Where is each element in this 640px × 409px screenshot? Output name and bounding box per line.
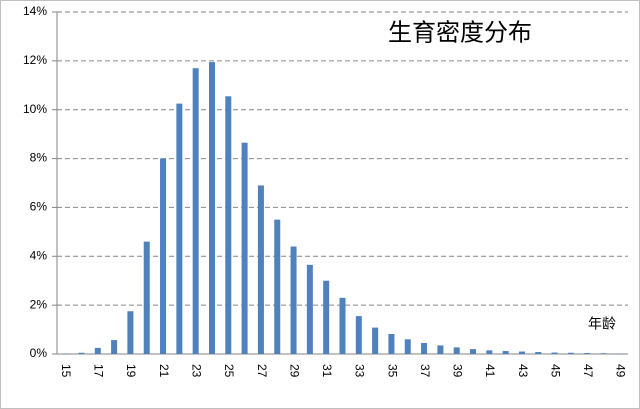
y-tick-label: 12% [23, 53, 47, 67]
bar [160, 158, 167, 354]
bar [78, 352, 85, 354]
bar [225, 96, 232, 355]
bar [584, 353, 591, 354]
bar [323, 280, 330, 354]
bar [404, 339, 411, 354]
bar [143, 241, 150, 354]
x-tick-label: 41 [483, 364, 497, 378]
x-tick-label: 23 [189, 364, 203, 378]
bar [257, 185, 264, 354]
y-tick-label: 14% [23, 4, 47, 18]
chart-title: 生育密度分布 [388, 19, 532, 46]
x-tick-label: 37 [418, 364, 432, 378]
y-tick-label: 4% [30, 248, 48, 262]
bar [388, 333, 395, 354]
bar [453, 347, 460, 354]
bar [339, 297, 346, 354]
bar [241, 142, 248, 354]
y-tick-label: 10% [23, 102, 47, 116]
x-tick-label: 17 [92, 364, 106, 378]
bar [372, 327, 379, 354]
x-tick-label: 15 [59, 364, 73, 378]
x-tick-label: 21 [157, 364, 171, 378]
bar [176, 103, 183, 354]
bar [502, 351, 509, 354]
x-tick-label: 19 [124, 364, 138, 378]
x-tick-label: 49 [614, 364, 628, 378]
y-tick-label: 8% [30, 151, 48, 165]
bar [486, 350, 493, 354]
bar [208, 62, 215, 354]
y-tick-label: 6% [30, 200, 48, 214]
bar [600, 353, 607, 354]
bar [306, 264, 313, 354]
x-axis-label: 年龄 [588, 316, 616, 332]
x-tick-label: 35 [385, 364, 399, 378]
bar [274, 219, 281, 354]
bar [355, 316, 362, 354]
bar [567, 352, 574, 354]
bar [470, 349, 477, 354]
x-tick-label: 31 [320, 364, 334, 378]
bar [421, 343, 428, 354]
x-tick-label: 45 [548, 364, 562, 378]
bar [94, 347, 101, 354]
bar [111, 340, 118, 354]
bar [518, 351, 525, 354]
x-tick-label: 47 [581, 364, 595, 378]
bar [192, 68, 199, 354]
bar [437, 345, 444, 354]
y-tick-label: 2% [30, 297, 48, 311]
x-tick-label: 27 [255, 364, 269, 378]
x-tick-label: 43 [516, 364, 530, 378]
bar [290, 246, 297, 354]
bar [127, 311, 134, 354]
x-tick-label: 33 [353, 364, 367, 378]
x-tick-label: 25 [222, 364, 236, 378]
x-tick-label: 39 [451, 364, 465, 378]
x-tick-label: 29 [287, 364, 301, 378]
bar [535, 352, 542, 354]
bar [551, 352, 558, 354]
y-tick-label: 0% [30, 346, 48, 360]
